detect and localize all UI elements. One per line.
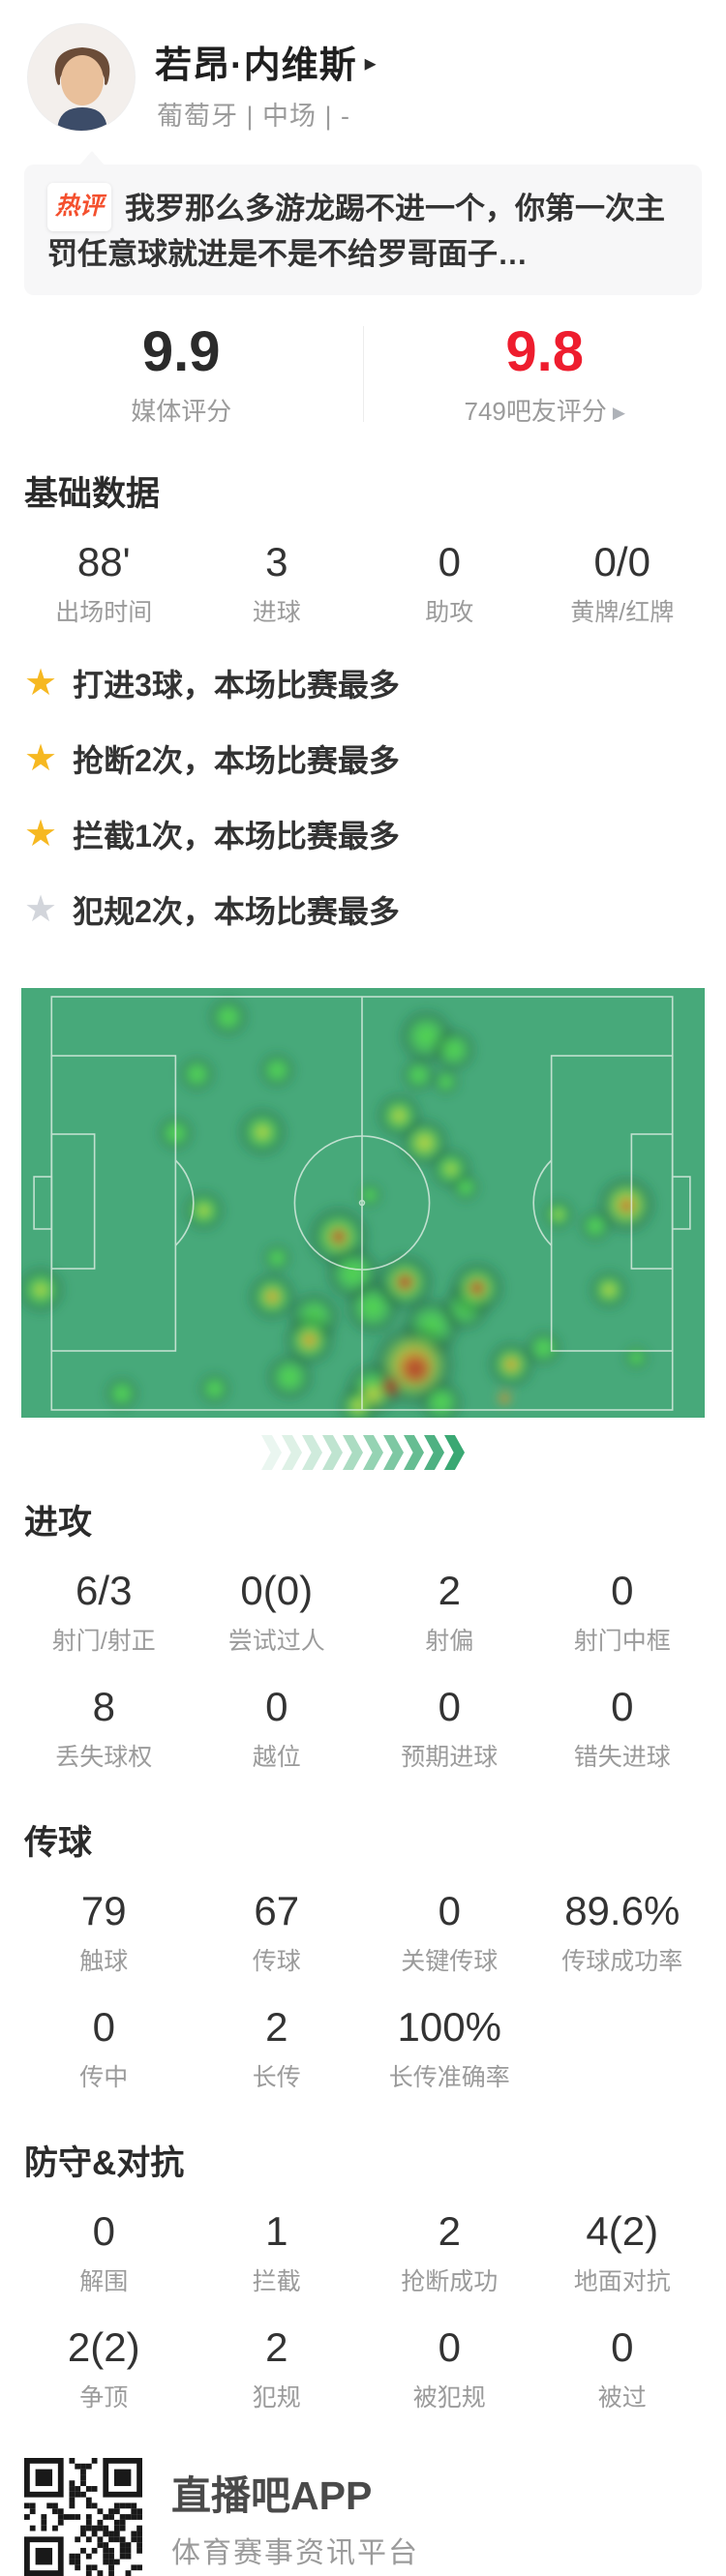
media-rating: 9.9 媒体评分 — [0, 320, 363, 428]
fans-rating-label: 749吧友评分▶ — [364, 392, 726, 428]
chevron-icon — [363, 1435, 383, 1470]
player-header: 若昂·内维斯 ▸ 葡萄牙 | 中场 | - — [24, 23, 702, 145]
footer-text: 直播吧APP 体育赛事资讯平台 — [171, 2463, 419, 2571]
ratings-row: 9.9 媒体评分 9.8 749吧友评分▶ — [0, 295, 726, 457]
media-rating-label: 媒体评分 — [0, 392, 363, 428]
stat-cell: 2(2)争顶 — [17, 2324, 191, 2413]
chevron-icon — [322, 1435, 343, 1470]
highlight-item: ★犯规2次，本场比赛最多 — [24, 889, 702, 930]
highlight-item: ★抢断2次，本场比赛最多 — [24, 738, 702, 779]
position-heatmap — [21, 988, 705, 1418]
hot-comment-text: 我罗那么多游龙踢不进一个，你第一次主罚任意球就进是不是不给罗哥面子… — [47, 192, 665, 271]
chevron-icon — [424, 1435, 444, 1470]
stat-cell: 100%长传准确率 — [363, 2004, 536, 2093]
highlights-list: ★打进3球，本场比赛最多 ★抢断2次，本场比赛最多 ★拦截1次，本场比赛最多 ★… — [24, 663, 702, 930]
pitch-heatmap-svg — [21, 988, 705, 1418]
stat-cell: 89.6%传球成功率 — [536, 1888, 710, 1977]
hot-comment-bubble[interactable]: 热评我罗那么多游龙踢不进一个，你第一次主罚任意球就进是不是不给罗哥面子… — [24, 165, 702, 295]
stat-cell: 0(0)尝试过人 — [191, 1568, 364, 1657]
section-title-basic: 基础数据 — [24, 466, 702, 516]
highlight-item: ★打进3球，本场比赛最多 — [24, 663, 702, 704]
highlight-item: ★拦截1次，本场比赛最多 — [24, 814, 702, 854]
star-icon: ★ — [24, 816, 57, 853]
stat-cell: 4(2)地面对抗 — [536, 2208, 710, 2297]
player-photo-placeholder — [28, 24, 136, 132]
chevron-icon — [404, 1435, 424, 1470]
chevron-icon — [302, 1435, 322, 1470]
chevron-icon — [261, 1435, 282, 1470]
chevron-icon — [343, 1435, 363, 1470]
app-tagline: 体育赛事资讯平台 — [171, 2529, 419, 2571]
player-name-row[interactable]: 若昂·内维斯 ▸ — [155, 35, 377, 88]
star-gray-icon: ★ — [24, 891, 57, 928]
chevron-icon — [444, 1435, 465, 1470]
chevron-icon — [383, 1435, 404, 1470]
app-name: 直播吧APP — [171, 2463, 419, 2521]
player-avatar[interactable] — [27, 23, 136, 132]
app-footer: 直播吧APP 体育赛事资讯平台 — [24, 2458, 702, 2576]
hot-comment-badge: 热评 — [47, 183, 111, 231]
fans-rating-arrow-icon: ▶ — [613, 404, 625, 422]
section-title-passing: 传球 — [24, 1815, 702, 1865]
player-info-line: 葡萄牙 | 中场 | - — [157, 95, 350, 133]
qr-code-icon — [24, 2458, 142, 2576]
fans-rating-value: 9.8 — [364, 320, 726, 384]
stat-cell: 88'出场时间 — [17, 539, 191, 628]
star-icon: ★ — [24, 740, 57, 777]
section-title-attack: 进攻 — [24, 1495, 702, 1544]
fans-rating[interactable]: 9.8 749吧友评分▶ — [364, 320, 726, 428]
name-arrow-icon: ▸ — [365, 49, 377, 77]
chevron-icon — [282, 1435, 302, 1470]
player-name: 若昂·内维斯 — [155, 35, 357, 88]
section-title-defense: 防守&对抗 — [24, 2136, 702, 2185]
star-icon: ★ — [24, 665, 57, 702]
chevron-separator — [0, 1435, 726, 1470]
media-rating-value: 9.9 — [0, 320, 363, 384]
